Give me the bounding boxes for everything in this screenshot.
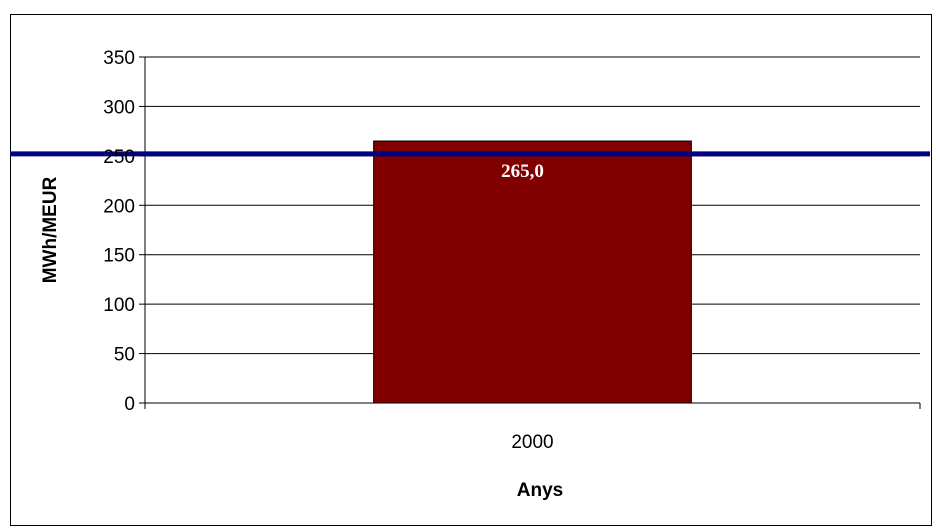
y-tick-label: 200 (103, 196, 135, 217)
x-axis-title: Anys (517, 480, 563, 501)
y-tick-label: 350 (103, 48, 135, 69)
y-axis-title: MWh/MEUR (40, 176, 61, 283)
y-tick-label: 250 (103, 147, 135, 168)
y-tick-label: 50 (114, 345, 135, 366)
x-tick-label: 2000 (511, 432, 553, 453)
y-tick-label: 100 (103, 295, 135, 316)
data-label: 265,0 (501, 161, 544, 182)
y-tick-label: 300 (103, 97, 135, 118)
y-tick-label: 0 (124, 394, 135, 415)
bar (373, 140, 692, 404)
axes (139, 56, 921, 409)
labels: 0 50 100 150 200 250 300 350 2000 265,0 (103, 48, 553, 453)
y-tick-label: 150 (103, 246, 135, 267)
bars (373, 140, 692, 404)
